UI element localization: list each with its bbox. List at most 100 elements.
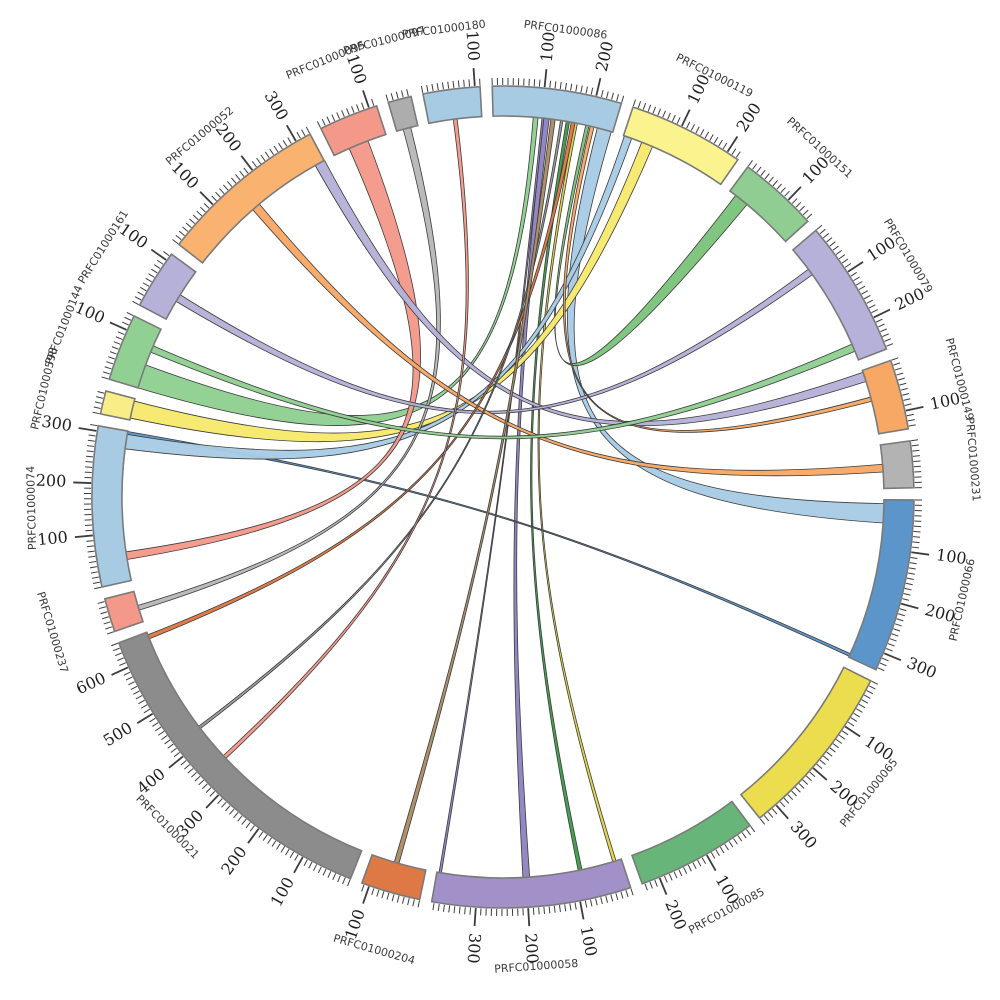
minor-tick: [886, 343, 894, 347]
minor-tick: [741, 832, 747, 839]
ribbon-PRFC01000074-PRFC01000066: [126, 431, 851, 657]
minor-tick: [111, 642, 119, 647]
tick-label-PRFC01000021-400: 400: [133, 764, 169, 798]
minor-tick: [376, 889, 380, 897]
minor-tick: [558, 905, 561, 913]
minor-tick: [884, 338, 892, 342]
minor-tick: [243, 167, 249, 174]
minor-tick: [156, 259, 164, 265]
minor-tick: [887, 643, 895, 647]
minor-tick: [381, 891, 385, 899]
minor-tick: [420, 85, 424, 93]
tick-label-PRFC01000119-200: 200: [732, 99, 765, 135]
minor-tick: [791, 790, 797, 797]
minor-tick: [904, 587, 912, 591]
minor-tick: [192, 214, 199, 221]
minor-tick: [719, 846, 725, 854]
contig-label-PRFC01000231: PRFC01000231: [963, 417, 983, 502]
minor-tick: [863, 294, 871, 300]
minor-tick: [152, 722, 159, 727]
minor-tick: [868, 685, 876, 690]
minor-tick: [123, 671, 131, 676]
minor-tick: [361, 884, 365, 892]
minor-tick: [184, 764, 190, 770]
minor-tick: [196, 210, 203, 217]
minor-tick: [361, 102, 365, 110]
minor-tick: [313, 864, 318, 871]
minor-tick: [337, 875, 341, 883]
minor-tick: [687, 864, 692, 872]
ticks-layer: [73, 67, 930, 927]
contig-arc-PRFC01000161: [138, 253, 197, 321]
minor-tick: [676, 117, 681, 124]
minor-tick: [351, 106, 355, 114]
minor-tick: [180, 760, 187, 766]
labels-layer: 100 200PRFC01000086100200PRFC01000119100P…: [24, 17, 983, 975]
minor-tick: [273, 145, 279, 153]
minor-tick: [155, 726, 162, 732]
tick-label-PRFC01000066-100: 100: [935, 545, 968, 568]
minor-tick: [191, 772, 197, 778]
minor-tick: [649, 881, 653, 889]
minor-tick: [227, 181, 233, 188]
minor-tick: [881, 657, 889, 662]
minor-tick: [229, 808, 235, 815]
minor-tick: [850, 271, 857, 277]
major-tick: [911, 551, 930, 556]
minor-tick: [906, 413, 914, 417]
minor-tick: [791, 198, 798, 204]
minor-tick: [647, 104, 652, 112]
minor-tick: [327, 871, 332, 878]
minor-tick: [632, 99, 637, 107]
minor-tick: [97, 391, 105, 394]
minor-tick: [124, 316, 132, 321]
minor-tick: [89, 566, 98, 569]
minor-tick: [211, 195, 217, 202]
contig-arc-PRFC01000052: [177, 133, 326, 264]
minor-tick: [829, 241, 836, 247]
minor-tick: [908, 567, 916, 570]
minor-tick: [538, 907, 540, 915]
minor-tick: [533, 79, 536, 87]
minor-tick: [104, 366, 112, 370]
minor-tick: [390, 93, 394, 101]
minor-tick: [678, 869, 683, 877]
minor-tick: [690, 124, 695, 131]
minor-tick: [875, 318, 883, 323]
minor-tick: [853, 712, 860, 718]
tick-label-PRFC01000021-100: 100: [267, 874, 298, 910]
minor-tick: [823, 755, 830, 761]
minor-tick: [564, 82, 567, 90]
minor-tick: [667, 112, 671, 120]
minor-tick: [878, 323, 885, 328]
major-tick: [136, 712, 154, 724]
minor-tick: [308, 861, 313, 869]
minor-tick: [728, 841, 734, 848]
minor-tick: [235, 174, 241, 181]
minor-tick: [806, 213, 813, 220]
minor-tick: [347, 879, 351, 887]
minor-tick: [115, 652, 122, 657]
minor-tick: [866, 299, 874, 304]
minor-tick: [764, 173, 770, 180]
minor-tick: [194, 775, 201, 782]
minor-tick: [138, 699, 145, 705]
tick-label-PRFC01000086-200: 200: [592, 39, 617, 73]
minor-tick: [538, 79, 541, 87]
minor-tick: [170, 747, 177, 753]
major-tick: [905, 405, 924, 412]
minor-tick: [198, 779, 205, 786]
minor-tick: [143, 708, 151, 714]
minor-tick: [856, 281, 863, 286]
minor-tick: [457, 80, 460, 88]
minor-tick: [251, 160, 257, 168]
minor-tick: [134, 296, 142, 301]
minor-tick: [838, 734, 846, 740]
tick-label-PRFC01000180-100: 100: [463, 30, 484, 62]
minor-tick: [816, 763, 823, 770]
segments-layer: [91, 85, 915, 909]
minor-tick: [826, 751, 833, 757]
minor-tick: [92, 411, 100, 415]
minor-tick: [88, 434, 96, 437]
minor-tick: [783, 797, 790, 804]
